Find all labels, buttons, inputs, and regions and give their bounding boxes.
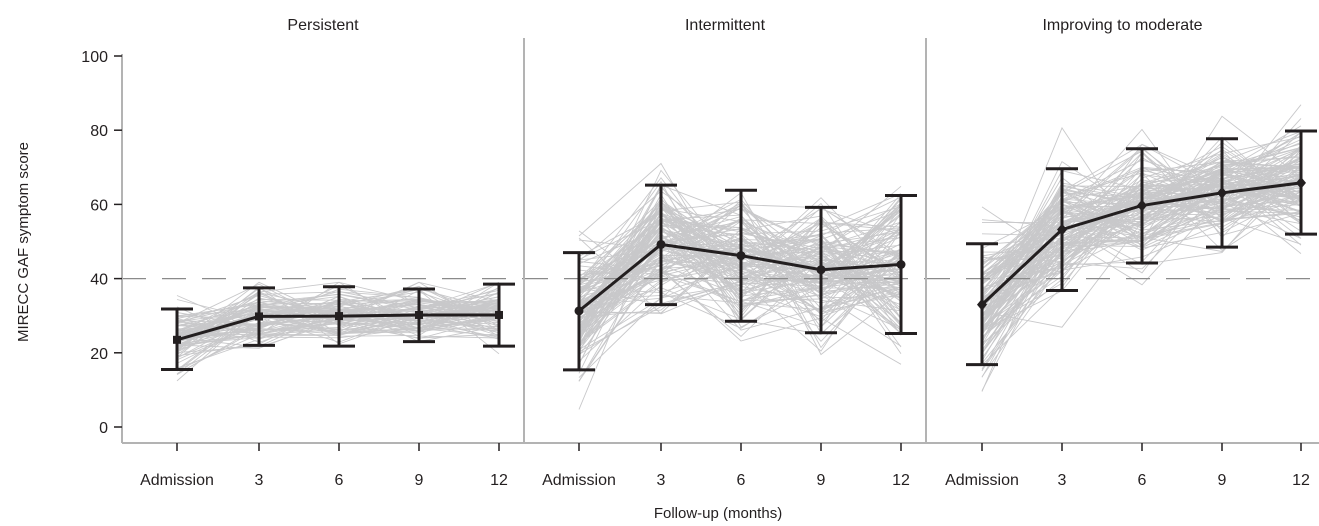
x-tick-label: 6 [335,472,344,489]
mean-series-2 [563,183,917,372]
y-axis-title: MIRECC GAF symptom score [15,142,32,342]
x-tick-label: 6 [1138,472,1147,489]
axes: Persistent Admission 3 6 9 12 Intermittent Admi… [81,17,1319,489]
x-tick-label: 12 [1292,472,1310,489]
mean-point [255,312,263,321]
mean-series-1 [161,282,515,371]
mean-point [1137,199,1147,212]
mean-point [574,306,584,316]
individual-line [981,178,1302,286]
mean-point [1296,176,1306,189]
y-tick-label: 80 [90,123,108,140]
mean-point [977,298,987,311]
x-tick-label: 3 [1058,472,1067,489]
x-tick-label: 9 [817,472,826,489]
x-tick-label: Admission [140,472,214,489]
x-tick-label: 9 [415,472,424,489]
y-tick-label: 0 [99,420,108,437]
x-tick-label: Admission [542,472,616,489]
panel-title: Persistent [287,17,359,34]
mean-point [656,239,666,249]
x-axis-title: Follow-up (months) [654,505,782,522]
individual-line [578,261,902,329]
x-tick-label: 3 [657,472,666,489]
mean-point [1057,223,1067,236]
y-tick-label: 60 [90,197,108,214]
mean-point [816,265,826,275]
mean-series-3 [966,129,1317,367]
mean-point [896,260,906,270]
x-tick-label: 9 [1218,472,1227,489]
x-tick-label: Admission [945,472,1019,489]
y-tick-label: 20 [90,346,108,363]
panel-title: Improving to moderate [1042,17,1202,34]
x-tick-label: 3 [255,472,264,489]
mean-point [1217,186,1227,199]
mean-point [415,310,423,319]
x-tick-label: 6 [737,472,746,489]
mean-point [736,251,746,261]
x-tick-label: 12 [490,472,508,489]
mean-point [335,312,343,321]
mean-point [495,310,503,319]
mean-series [161,129,1317,372]
y-tick-label: 40 [90,272,108,289]
panel-title: Intermittent [685,17,766,34]
mean-point [173,335,181,344]
x-tick-label: 12 [892,472,910,489]
y-tick-label: 100 [81,49,108,66]
individual-line [578,268,902,365]
